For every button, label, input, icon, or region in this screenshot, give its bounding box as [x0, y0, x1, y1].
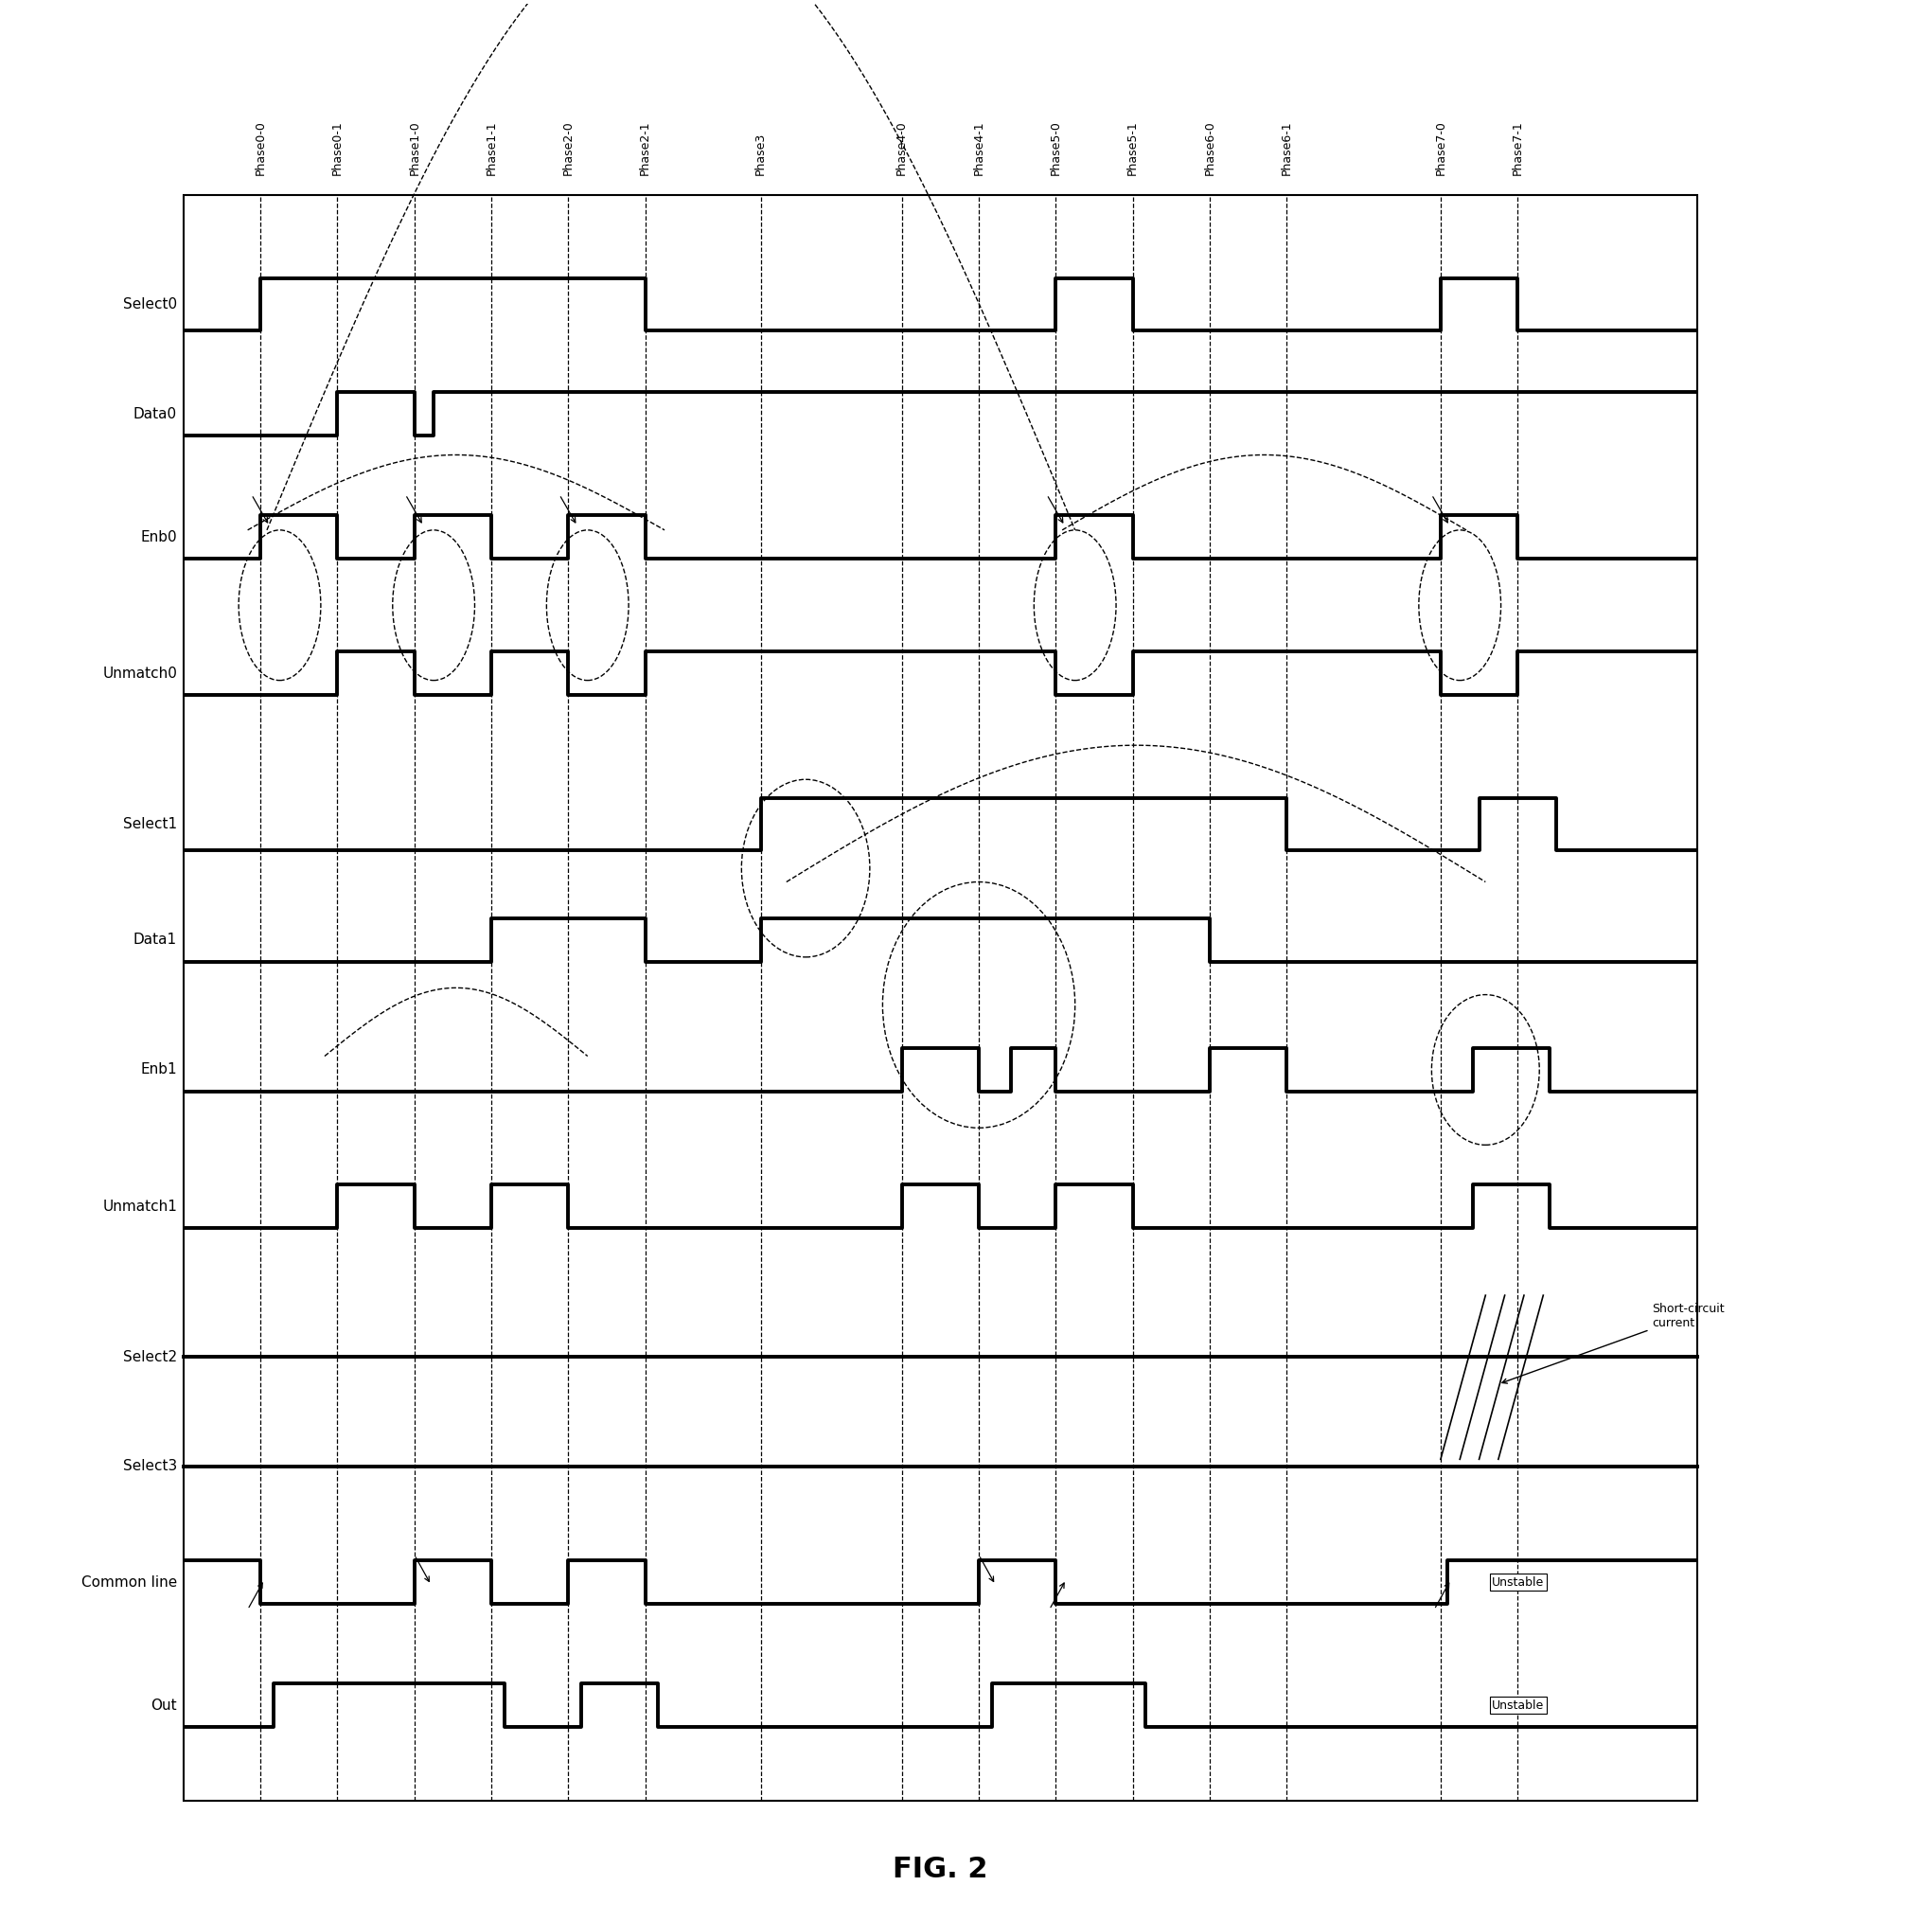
- Text: Phase0-0: Phase0-0: [255, 119, 267, 175]
- Text: Phase4-1: Phase4-1: [972, 121, 985, 175]
- Text: Data1: Data1: [133, 934, 178, 947]
- Text: Phase7-0: Phase7-0: [1434, 119, 1447, 175]
- Text: Short-circuit
current: Short-circuit current: [1503, 1302, 1725, 1383]
- Text: Select3: Select3: [124, 1460, 178, 1473]
- Text: Phase5-1: Phase5-1: [1126, 121, 1138, 175]
- Text: FIG. 2: FIG. 2: [893, 1856, 987, 1883]
- Text: Phase1-1: Phase1-1: [485, 121, 498, 175]
- Text: Phase0-1: Phase0-1: [330, 121, 344, 175]
- Text: Enb0: Enb0: [141, 530, 178, 544]
- Text: Enb1: Enb1: [141, 1062, 178, 1078]
- Text: Phase1-0: Phase1-0: [408, 121, 421, 175]
- Text: Unmatch0: Unmatch0: [102, 667, 178, 680]
- Bar: [184, 196, 1696, 1800]
- Text: Phase6-0: Phase6-0: [1204, 121, 1215, 175]
- Text: Phase4-0: Phase4-0: [896, 121, 908, 175]
- Text: Unmatch1: Unmatch1: [102, 1199, 178, 1214]
- Text: Unstable: Unstable: [1492, 1698, 1544, 1712]
- Text: Select1: Select1: [124, 816, 178, 832]
- Text: Phase6-1: Phase6-1: [1281, 121, 1293, 175]
- Text: Phase7-1: Phase7-1: [1511, 121, 1524, 175]
- Text: Phase3: Phase3: [755, 133, 767, 175]
- Text: Select2: Select2: [124, 1350, 178, 1364]
- Text: Out: Out: [151, 1698, 178, 1712]
- Text: Phase2-0: Phase2-0: [562, 121, 574, 175]
- Text: Common line: Common line: [81, 1575, 178, 1589]
- Text: Data0: Data0: [133, 407, 178, 421]
- Text: Phase5-0: Phase5-0: [1049, 119, 1063, 175]
- Text: Unstable: Unstable: [1492, 1575, 1544, 1589]
- Text: Select0: Select0: [124, 298, 178, 311]
- Text: Phase2-1: Phase2-1: [639, 121, 651, 175]
